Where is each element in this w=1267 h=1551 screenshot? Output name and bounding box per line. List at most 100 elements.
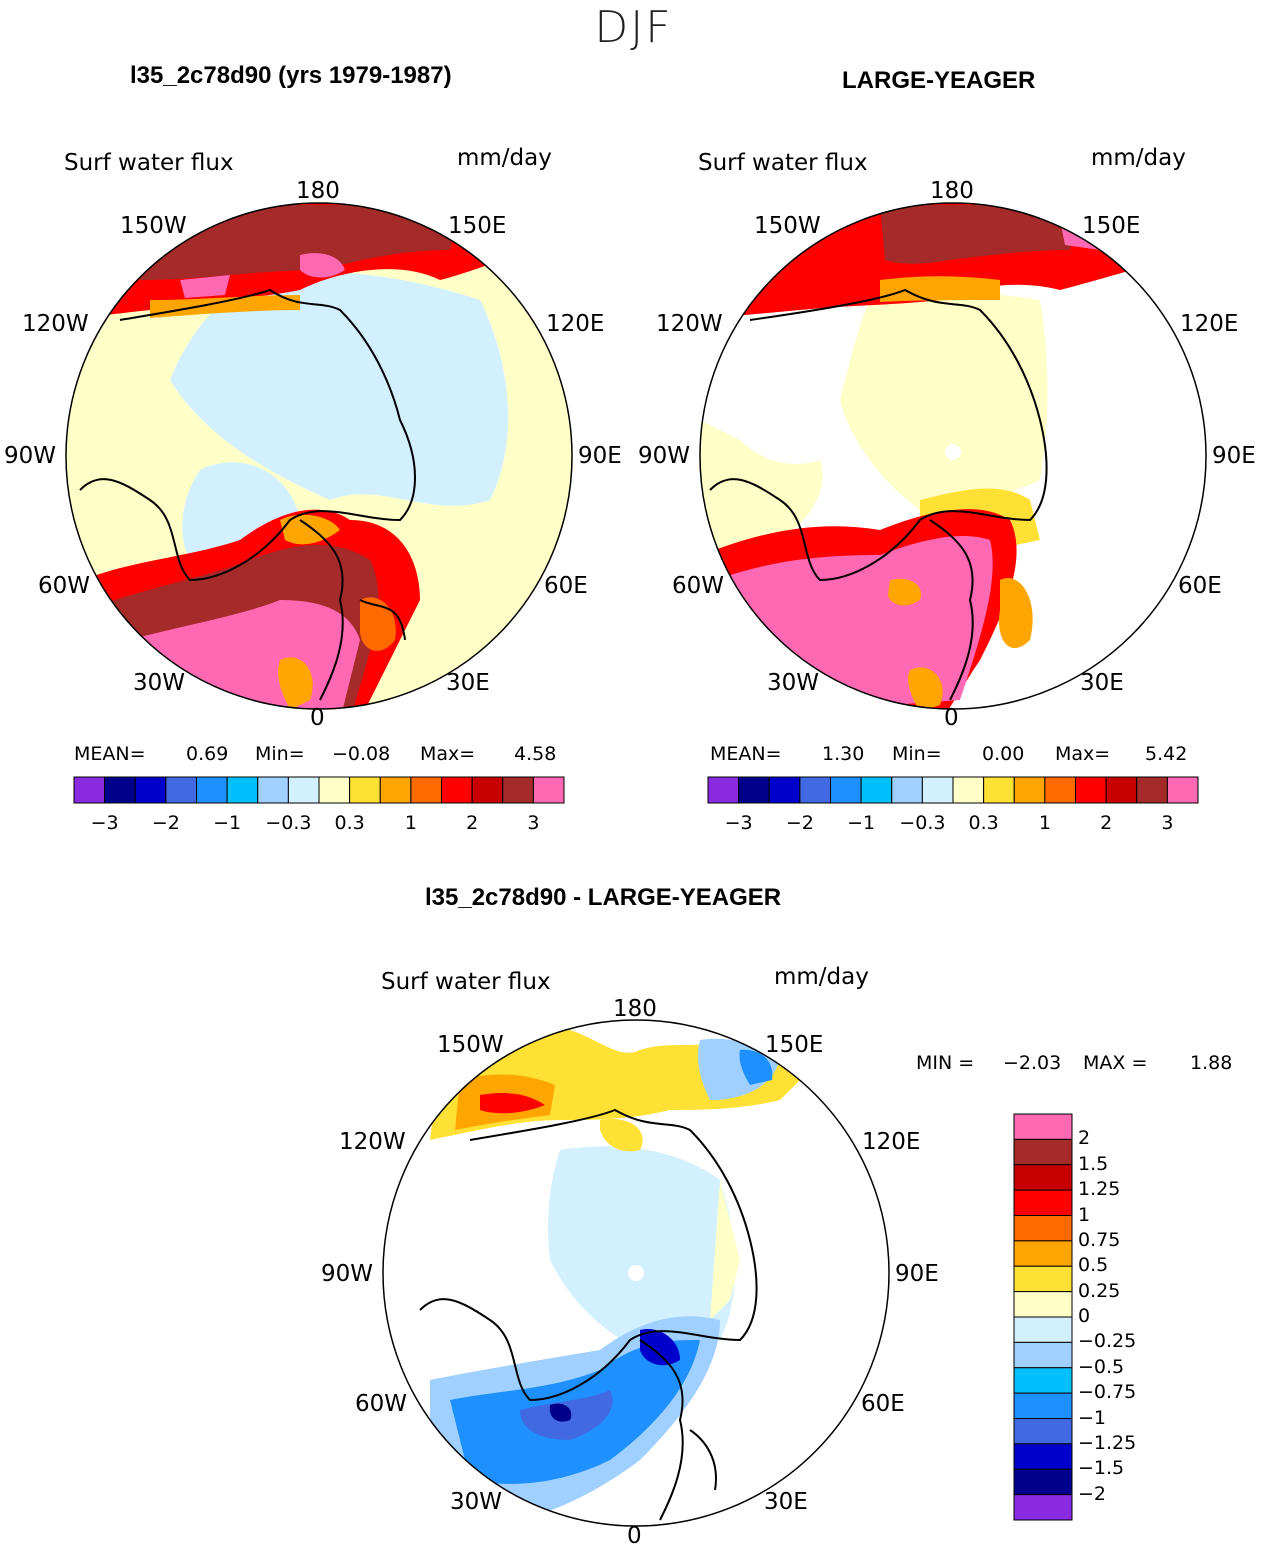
panel1-lon-90w: 90W <box>4 443 57 469</box>
colorbar-tick-label: 1 <box>404 812 417 834</box>
panel2-max-value: 5.42 <box>1145 743 1188 765</box>
panel2-mean-label: MEAN= <box>710 743 782 765</box>
colorbar-swatch <box>1013 1265 1073 1293</box>
colorbar-tick-label: 3 <box>527 812 540 834</box>
panel2-lon-180: 180 <box>930 178 974 204</box>
colorbar-swatch <box>441 776 473 804</box>
colorbar-tick-label: −2 <box>785 812 814 834</box>
panel2-colorbar-ticks: −3 −2 −1 −0.3 0.3 1 2 3 <box>708 812 1198 836</box>
panel3-max-label: MAX = <box>1083 1052 1148 1074</box>
colorbar-tick-label: 0.5 <box>1078 1254 1109 1277</box>
colorbar-swatch <box>891 776 923 804</box>
colorbar-swatch <box>738 776 770 804</box>
panel2-units-label: mm/day <box>1091 145 1186 171</box>
colorbar-swatch <box>1013 1113 1073 1140</box>
colorbar-swatch <box>799 776 831 804</box>
panel1-lon-60e: 60E <box>544 573 588 599</box>
colorbar-tick-label: 1.25 <box>1078 1178 1121 1201</box>
colorbar-swatch <box>983 776 1015 804</box>
colorbar-swatch <box>1013 1418 1073 1445</box>
colorbar-tick-label: −1 <box>213 812 242 834</box>
colorbar-tick-label: 0.75 <box>1078 1228 1121 1251</box>
colorbar-swatch <box>226 776 259 804</box>
panel1-lon-30e: 30E <box>446 670 490 696</box>
panel1-colorbar-ticks: −3 −2 −1 −0.3 0.3 1 2 3 <box>74 812 564 836</box>
panel2-lon-90w: 90W <box>638 443 691 469</box>
colorbar-swatch <box>1013 1468 1073 1496</box>
panel2-max-label: Max= <box>1055 743 1111 765</box>
panel2-lon-120e: 120E <box>1180 311 1239 337</box>
colorbar-tick-label: 1.5 <box>1078 1152 1109 1175</box>
colorbar-swatch <box>502 776 534 804</box>
panel3-lon-150w: 150W <box>437 1032 504 1058</box>
panel1-lon-60w: 60W <box>38 573 91 599</box>
colorbar-swatch <box>196 776 228 804</box>
colorbar-tick-label: −1.5 <box>1078 1457 1125 1480</box>
colorbar-tick-label: 2 <box>466 812 479 834</box>
panel3-lon-30e: 30E <box>764 1489 808 1515</box>
panel3-min-value: −2.03 <box>1003 1052 1062 1074</box>
panel3-lon-90e: 90E <box>895 1261 939 1287</box>
colorbar-swatch <box>1013 1138 1073 1166</box>
colorbar-swatch <box>1013 1367 1073 1394</box>
colorbar-swatch <box>1013 1189 1073 1216</box>
colorbar-tick-label: 0.3 <box>334 812 365 834</box>
panel1-lon-0: 0 <box>310 705 325 731</box>
panel1-lon-90e: 90E <box>578 443 622 469</box>
colorbar-tick-label: −0.25 <box>1078 1330 1137 1353</box>
season-title: DJF <box>594 2 673 53</box>
colorbar-swatch <box>471 776 504 804</box>
panel1-max-value: 4.58 <box>514 743 557 765</box>
panel1-lon-120e: 120E <box>546 311 605 337</box>
panel3-title: l35_2c78d90 - LARGE-YEAGER <box>425 884 782 911</box>
colorbar-tick-label: −1 <box>847 812 876 834</box>
colorbar-tick-label: −1 <box>1078 1406 1107 1429</box>
colorbar-swatch <box>349 776 381 804</box>
colorbar-tick-label: −0.5 <box>1078 1355 1125 1378</box>
colorbar-swatch <box>379 776 412 804</box>
panel2-mean-value: 1.30 <box>822 743 865 765</box>
colorbar-tick-label: −0.3 <box>899 812 946 834</box>
panel3-field-label: Surf water flux <box>381 969 551 995</box>
panel1-lon-120w: 120W <box>22 311 89 337</box>
colorbar-tick-label: 0.3 <box>968 812 999 834</box>
colorbar-tick-label: 0 <box>1078 1305 1091 1327</box>
panel2-lon-90e: 90E <box>1212 443 1256 469</box>
panel1-mean-label: MEAN= <box>74 743 146 765</box>
panel3-colorbar-ticks: 2 1.5 1.25 1 0.75 0.5 0.25 0 −0.25 −0.5 −0.75 −1 −1.… <box>1078 1114 1158 1520</box>
panel3-lon-150e: 150E <box>765 1032 824 1058</box>
colorbar-tick-label: 3 <box>1161 812 1174 834</box>
colorbar-tick-label: −2 <box>151 812 180 834</box>
panel1-max-label: Max= <box>420 743 476 765</box>
colorbar-swatch <box>1013 1164 1073 1191</box>
colorbar-swatch <box>318 776 351 804</box>
panel2-colorbar <box>707 776 1199 804</box>
colorbar-tick-label: 0.25 <box>1078 1279 1121 1302</box>
panel3-lon-180: 180 <box>613 996 657 1022</box>
panel3-lon-90w: 90W <box>321 1261 374 1287</box>
panel1-colorbar <box>73 776 565 804</box>
colorbar-swatch <box>1044 776 1076 804</box>
colorbar-swatch <box>1013 1443 1073 1470</box>
panel1-min-value: −0.08 <box>332 743 391 765</box>
panel3-lon-120w: 120W <box>339 1129 406 1155</box>
colorbar-swatch <box>1013 776 1046 804</box>
colorbar-swatch <box>1013 1341 1073 1369</box>
panel3-max-value: 1.88 <box>1190 1052 1233 1074</box>
panel2-lon-30e: 30E <box>1080 670 1124 696</box>
colorbar-swatch <box>1013 1215 1073 1242</box>
panel3-min-label: MIN = <box>916 1052 975 1074</box>
panel2-lon-0: 0 <box>944 705 959 731</box>
colorbar-swatch <box>1166 776 1199 804</box>
panel3-lon-60w: 60W <box>355 1391 408 1417</box>
colorbar-swatch <box>1013 1291 1073 1318</box>
colorbar-tick-label: −0.3 <box>265 812 312 834</box>
panel1-min-label: Min= <box>255 743 305 765</box>
panel2-lon-150e: 150E <box>1082 213 1141 239</box>
panel3-lon-0: 0 <box>627 1523 642 1549</box>
panel2-lon-60w: 60W <box>672 573 725 599</box>
colorbar-tick-label: 2 <box>1078 1127 1091 1150</box>
colorbar-tick-label: 1 <box>1078 1203 1091 1226</box>
